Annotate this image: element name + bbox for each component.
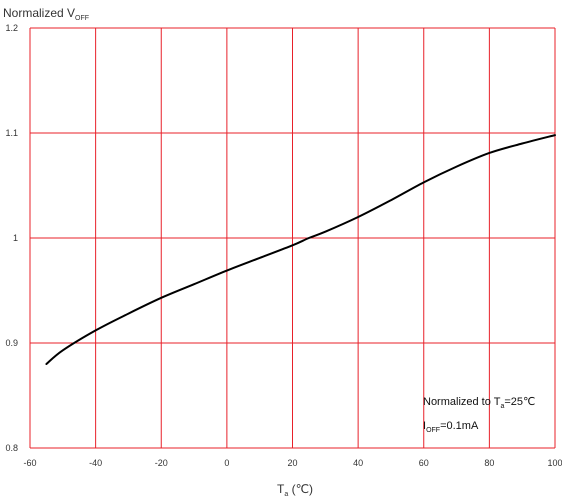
x-axis-title: Ta (℃) (277, 482, 313, 498)
annotation-line-1-sub: a (500, 403, 504, 410)
series-line (45, 134, 556, 365)
x-tick-label: 100 (547, 458, 562, 468)
tick-labels: -60 -40 -20 0 20 40 60 80 100 0.8 0.9 1 1.1 1.2 (5, 23, 562, 468)
x-axis-title-sub: a (284, 491, 288, 498)
y-axis-title-main: Normalized V (3, 6, 75, 20)
y-tick-label: 0.9 (5, 338, 18, 348)
y-tick-label: 0.8 (5, 443, 18, 453)
annotation-line-1: Normalized to Ta=25℃ (423, 396, 535, 410)
x-tick-label: 60 (419, 458, 429, 468)
x-tick-label: 40 (353, 458, 363, 468)
grid-lines (29, 27, 556, 449)
x-axis-title-unit: (℃) (288, 482, 313, 496)
x-tick-label: 0 (224, 458, 229, 468)
x-tick-label: -20 (155, 458, 168, 468)
x-tick-label: 80 (484, 458, 494, 468)
x-tick-label: 20 (287, 458, 297, 468)
y-tick-label: 1.1 (5, 128, 18, 138)
annotation-line-1-suffix: =25℃ (504, 396, 535, 408)
series-layer (45, 134, 556, 365)
y-tick-label: 1.2 (5, 23, 18, 33)
y-tick-label: 1 (13, 233, 18, 243)
annotation-line-1-prefix: Normalized to T (423, 396, 501, 408)
annotation-line-2-sub: OFF (426, 427, 440, 434)
x-tick-label: -40 (89, 458, 102, 468)
y-axis-title: Normalized VOFF (3, 6, 89, 22)
annotation-line-2-prefix: I (423, 420, 426, 432)
annotation-line-2: IOFF=0.1mA (423, 420, 479, 434)
y-axis-title-sub: OFF (75, 15, 89, 22)
x-axis-title-main: T (277, 482, 285, 496)
annotation-line-2-suffix: =0.1mA (440, 420, 479, 432)
x-tick-label: -60 (23, 458, 36, 468)
